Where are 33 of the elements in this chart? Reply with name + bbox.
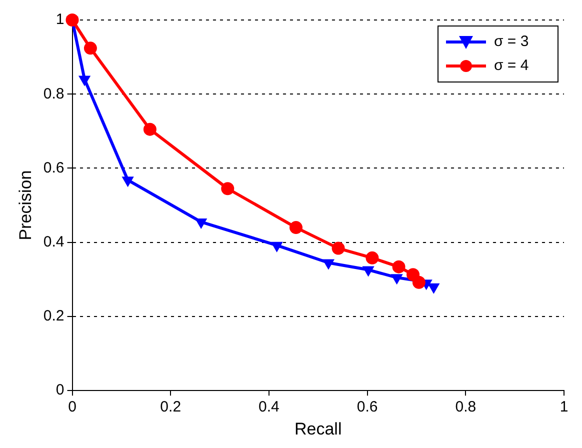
y-tick-label: 0.4 [43,234,64,250]
point [122,176,134,187]
point [271,242,283,252]
point [143,122,156,136]
x-tick-label: 0.2 [160,398,182,416]
x-axis-title: Recall [294,419,342,438]
point [84,42,97,55]
point [392,260,406,274]
point [428,283,440,294]
x-tick-label: 1 [560,398,568,416]
x-tick-label: 0.4 [258,398,280,416]
point [195,218,207,228]
y-tick-label: 1 [56,11,64,28]
legend-label: σ = 4 [494,57,529,74]
y-axis-title: Precision [16,170,35,240]
point [391,274,402,284]
x-tick-label: 0.6 [356,398,378,416]
point [366,251,379,264]
y-tick-label: 0.2 [43,308,64,325]
point [322,259,334,270]
point [78,76,90,86]
point [221,182,234,196]
point [362,266,374,276]
point [290,221,302,234]
x-tick-label: 0 [68,398,76,416]
y-tick-label: 0 [56,382,64,399]
y-tick-label: 0.8 [43,85,64,102]
point [66,14,79,26]
point [412,276,426,289]
legend-label: σ = 3 [494,33,529,50]
x-tick-label: 0.8 [455,398,476,416]
y-tick-label: 0.6 [43,159,64,176]
point [332,242,345,255]
